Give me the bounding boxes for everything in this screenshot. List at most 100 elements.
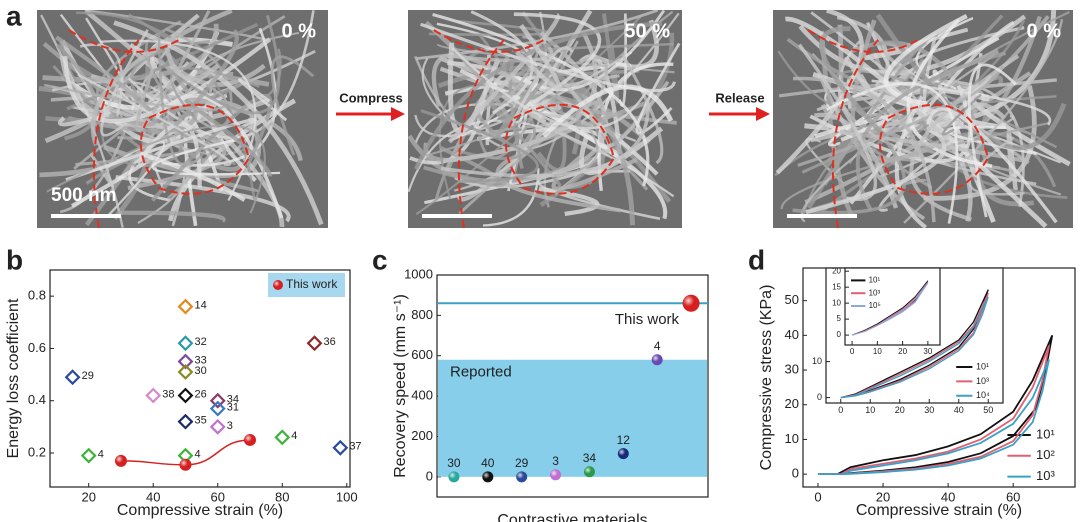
strain-label: 0 % [1027,20,1062,42]
diamond-point [177,298,194,315]
material-ball-shine [448,471,460,483]
fiber [825,82,959,224]
panel-label: d [748,244,765,275]
x-tick-label: 10 [865,405,875,415]
fiber [785,16,1048,228]
arrow-head [391,107,405,121]
legend-label: This work [286,277,338,291]
diamond-point [80,447,97,464]
sem-image: 0 % [773,10,1073,228]
fiber [139,151,246,202]
y-tick-label: 20 [832,266,841,275]
fiber [451,47,648,130]
material-ball-shine [617,448,629,460]
x-tick-label: 100 [336,489,358,504]
x-tick-label: 20 [876,489,890,504]
panel-label: c [372,244,388,275]
series-line [840,296,989,399]
point-label: 3 [227,420,233,432]
y-tick-label: 0.2 [28,444,46,459]
strain-label: 0 % [282,20,317,42]
series-line [817,359,1050,476]
point-label: 14 [194,300,206,312]
fiber [805,127,947,215]
fiber [43,83,228,111]
point-label: 34 [227,394,239,406]
point-label: 29 [82,370,94,382]
y-tick-label: 30 [785,361,799,376]
diamond-point [145,387,162,404]
fiber [576,56,609,121]
fiber [635,42,681,135]
fiber [157,35,207,167]
series-line [851,282,929,336]
this-work-ball-shine [682,294,700,312]
sem-images: 0 % 50 % 0 % [37,10,1073,228]
legend-label: 10¹ [869,276,881,285]
fiber [420,109,539,183]
fiber [883,13,968,107]
y-axis-label: Compressive stress (KPa) [758,285,775,471]
fiber [113,20,324,226]
y-tick-label: 0.6 [28,340,46,355]
plot-frame [49,269,351,488]
diamond-point [177,353,194,370]
x-axis-label: Contrastive materials [497,512,647,522]
diamond-point [177,335,194,352]
fiber [875,13,1067,151]
fiber [77,73,232,167]
panel-label: a [6,0,22,31]
legend-label: 10¹ [976,361,989,371]
fiber [425,73,559,157]
reported-label: Reported [450,364,512,381]
fiber [172,14,281,115]
point-label: 35 [194,415,206,427]
y-tick-label: 15 [832,282,841,291]
fiber [270,55,315,156]
point-label: 26 [194,388,206,400]
material-ball-shine [550,469,562,481]
x-tick-label: 30 [923,347,932,356]
arrow-label: Release [715,90,764,105]
legend-label: 10¹ [1036,426,1055,441]
arrow-label: Compress [339,90,403,105]
diamond-point [209,418,226,435]
y-tick-label: 0 [792,466,799,481]
x-tick-label: 0 [838,405,843,415]
fiber [436,43,675,74]
sem-image: 0 % [37,10,328,228]
diamond-point [177,413,194,430]
series-line [851,280,929,336]
y-tick-label: 200 [411,428,433,443]
point-label: 33 [194,354,206,366]
reported-region [438,359,707,477]
fiber [151,138,281,176]
y-tick-label: 0 [426,468,433,483]
material-label: 40 [481,456,495,470]
point-label: 30 [194,365,206,377]
y-tick-label: 0.8 [28,288,46,303]
fiber [414,21,663,170]
material-label: 3 [552,454,559,468]
point-label: 4 [291,430,297,442]
x-tick-label: 0 [814,489,821,504]
legend-label: 10³ [869,288,881,297]
fiber [797,43,878,201]
fiber [578,54,623,155]
fiber [926,107,1058,224]
fiber [423,146,506,188]
diamond-point [64,369,81,386]
fiber [470,12,680,151]
fiber [909,54,1020,222]
legend-marker-shine [273,280,283,290]
fiber [894,95,927,228]
fiber [878,135,958,212]
y-tick-label: 1000 [404,266,433,281]
scale-bar-label: 500 nm [51,185,116,206]
legend-label: 10³ [976,376,989,386]
series-point-shine [244,433,256,446]
fiber-trace [433,29,615,228]
y-tick-label: 0 [817,392,822,402]
fiber [408,119,675,198]
fiber [440,99,650,178]
